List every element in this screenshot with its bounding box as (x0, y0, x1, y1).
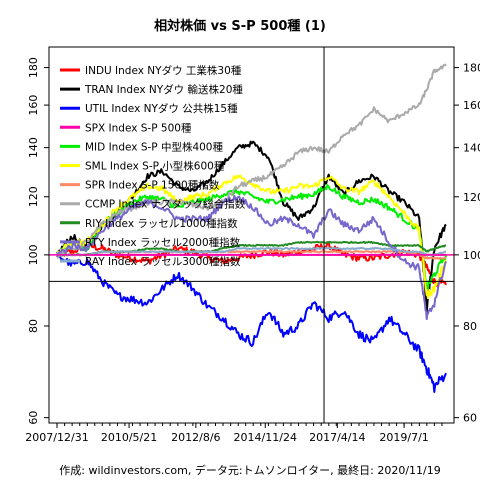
x-tick-label: 2017/4/14 (309, 431, 365, 444)
y-tick-label-right: 80 (463, 320, 477, 333)
legend-label-1: INDU Index NYダウ 工業株30種 (85, 64, 242, 77)
y-tick-label-right: 120 (463, 191, 480, 204)
y-tick-label-left: 80 (27, 319, 40, 333)
x-tick-label: 2007/12/31 (25, 431, 88, 444)
legend-label-9: RIY Index ラッセル1000種指数 (85, 217, 238, 230)
legend-label-4: SPX Index S-P 500種 (85, 121, 192, 134)
reference-lines (49, 47, 454, 423)
x-tick-label: 2012/8/6 (171, 431, 220, 444)
legend-label-7: SPR Index S-P 1500種指数 (85, 179, 220, 192)
legend-label-6: SML Index S-P 小型株600種 (85, 160, 225, 173)
x-tick-label: 2019/7/1 (379, 431, 428, 444)
x-tick-label: 2010/5/21 (101, 431, 157, 444)
y-tick-label-left: 180 (27, 57, 40, 78)
series-line-6 (56, 174, 447, 300)
legend-label-8: CCMP Index ナスダック総合指数 (85, 198, 246, 211)
y-axis-left: 60 80 100 120 140 160 180 (27, 57, 49, 425)
series-layer (56, 63, 447, 393)
series-line-3 (56, 251, 447, 393)
series-line-10 (56, 194, 447, 321)
legend-label-10: RTY Index ラッセル2000種指数 (85, 236, 241, 249)
y-tick-label-left: 60 (27, 411, 40, 425)
series-line-11 (56, 246, 447, 257)
y-tick-label-left: 160 (27, 95, 40, 116)
y-tick-label-left: 140 (27, 137, 40, 158)
y-tick-label-right: 180 (463, 62, 480, 75)
y-tick-label-right: 140 (463, 142, 480, 155)
y-tick-label-right: 160 (463, 99, 480, 112)
x-axis: 2007/12/31 2010/5/21 2012/8/6 2014/11/24 201… (25, 423, 443, 444)
y-axis-right: 60 80 100 120 140 160 180 (454, 62, 480, 425)
plot-frame (48, 46, 455, 424)
legend-label-5: MID Index S-P 中型株400種 (85, 140, 223, 153)
series-line-8 (56, 63, 447, 259)
y-tick-label-left: 120 (27, 186, 40, 207)
x-tick-label: 2014/11/24 (234, 431, 297, 444)
y-tick-label-right: 100 (463, 249, 480, 262)
chart-title: 相対株価 vs S-P 500種 (1) (154, 18, 326, 34)
y-tick-label-left: 100 (27, 244, 40, 265)
chart-caption: 作成: wildinvestors.com, データ元:トムソンロイター, 最終… (59, 463, 440, 477)
legend: INDU Index NYダウ 工業株30種 TRAN Index NYダウ 輸送… (60, 64, 246, 268)
legend-label-2: TRAN Index NYダウ 輸送株20種 (84, 83, 243, 96)
y-tick-label-right: 60 (463, 412, 477, 425)
legend-label-3: UTIL Index NYダウ 公共株15種 (85, 102, 238, 115)
legend-label-11: RAY Index ラッセル3000種指数 (85, 255, 241, 268)
